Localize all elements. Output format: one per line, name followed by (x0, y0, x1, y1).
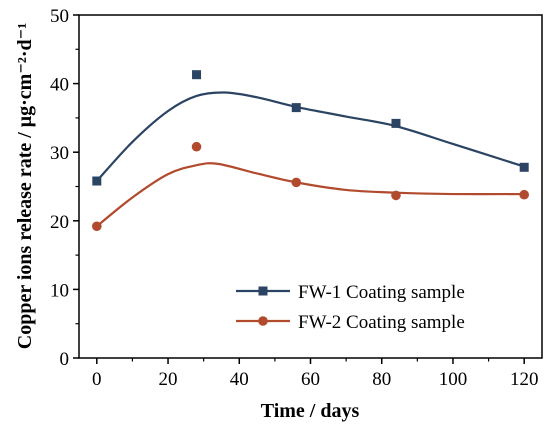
legend-marker (258, 316, 268, 326)
fit-curves-layer (95, 91, 525, 228)
y-tick-label: 50 (50, 6, 69, 27)
series-1-point (92, 176, 102, 186)
series-1-point (519, 162, 529, 172)
series-2-point (92, 221, 102, 232)
x-tick-label: 0 (92, 369, 102, 390)
series-2-point (291, 177, 302, 188)
y-axis-title: Copper ions release rate / μg·cm⁻²·d⁻¹ (14, 23, 36, 349)
x-tick-label: 100 (439, 369, 468, 390)
series-2-point (519, 189, 529, 200)
x-tick-label: 60 (301, 369, 320, 390)
x-tick-label: 40 (230, 369, 249, 390)
series-2-point (391, 190, 401, 201)
series-2-point (191, 141, 202, 152)
y-tick-label: 10 (50, 280, 69, 301)
legend-marker (258, 286, 268, 296)
y-tick-label: 30 (50, 143, 69, 164)
series-1-point (391, 118, 401, 128)
legend-label: FW-2 Coating sample (298, 312, 465, 333)
y-tick-label: 40 (50, 75, 69, 96)
legend-label: FW-1 Coating sample (298, 282, 465, 303)
series-1-point (291, 103, 301, 113)
x-axis-title: Time / days (261, 400, 360, 422)
x-tick-label: 120 (510, 369, 539, 390)
y-axis-ticks: 0 10 20 30 40 50 (50, 6, 79, 370)
series-1-fit-curve (95, 91, 525, 182)
x-tick-label: 80 (372, 369, 391, 390)
series-1-point (192, 70, 202, 80)
data-markers-layer (92, 70, 529, 232)
y-tick-label: 0 (60, 349, 70, 370)
x-axis-ticks: 0 20 40 60 80 100 120 (92, 358, 538, 390)
series-2-fit-curve (96, 162, 525, 228)
y-tick-label: 20 (50, 212, 69, 233)
legend: FW-1 Coating sample FW-2 Coating sample (236, 282, 465, 333)
x-tick-label: 20 (159, 369, 178, 390)
